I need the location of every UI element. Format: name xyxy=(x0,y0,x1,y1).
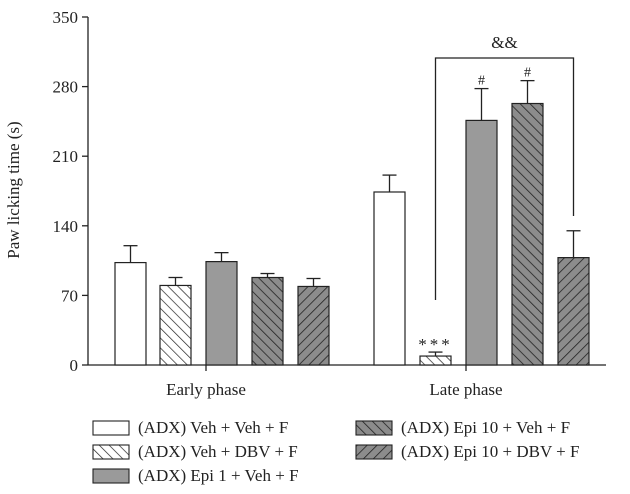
bar xyxy=(297,285,330,366)
y-ticks: 0 70 140 210 280 350 xyxy=(53,8,88,375)
legend-label: (ADX) Epi 10 + Veh + F xyxy=(401,418,570,437)
comparison-label: && xyxy=(491,33,517,52)
y-tick-label: 350 xyxy=(53,8,79,27)
y-tick-label: 210 xyxy=(53,147,79,166)
legend: (ADX) Veh + Veh + F (ADX) Veh + DBV + F (A… xyxy=(92,418,579,485)
x-tick-label: Late phase xyxy=(429,380,502,399)
bar xyxy=(419,355,452,366)
comparison-brackets: && xyxy=(434,33,575,300)
bar xyxy=(205,260,238,366)
x-ticks: Early phase Late phase xyxy=(166,365,503,399)
y-axis-label: Paw licking time (s) xyxy=(4,121,23,258)
significance-mark: # xyxy=(478,74,485,89)
legend-label: (ADX) Epi 1 + Veh + F xyxy=(138,466,299,485)
bar xyxy=(159,284,192,366)
y-tick-label: 140 xyxy=(53,217,79,236)
legend-label: (ADX) Veh + Veh + F xyxy=(138,418,288,437)
y-tick-label: 280 xyxy=(53,78,79,97)
legend-swatch xyxy=(92,468,130,484)
bar xyxy=(251,276,284,366)
legend-swatch xyxy=(92,444,130,460)
comparison-bracket xyxy=(434,57,575,300)
bars xyxy=(114,102,590,366)
significance-marks: *** # # xyxy=(418,66,531,354)
error-bars xyxy=(123,79,581,357)
legend-label: (ADX) Veh + DBV + F xyxy=(138,442,298,461)
legend-swatch xyxy=(355,420,393,436)
y-tick-label: 0 xyxy=(70,356,79,375)
bar xyxy=(114,261,147,366)
bar xyxy=(511,102,544,366)
bar xyxy=(373,191,406,366)
significance-mark: *** xyxy=(418,335,453,354)
axes: 0 70 140 210 280 350 Early phase Late phase xyxy=(53,8,606,399)
bar xyxy=(465,119,498,366)
significance-mark: # xyxy=(524,66,531,81)
bar xyxy=(557,257,590,366)
y-tick-label: 70 xyxy=(61,286,78,305)
legend-swatch xyxy=(355,444,393,460)
legend-swatch xyxy=(92,420,130,436)
legend-label: (ADX) Epi 10 + DBV + F xyxy=(401,442,579,461)
x-tick-label: Early phase xyxy=(166,380,246,399)
